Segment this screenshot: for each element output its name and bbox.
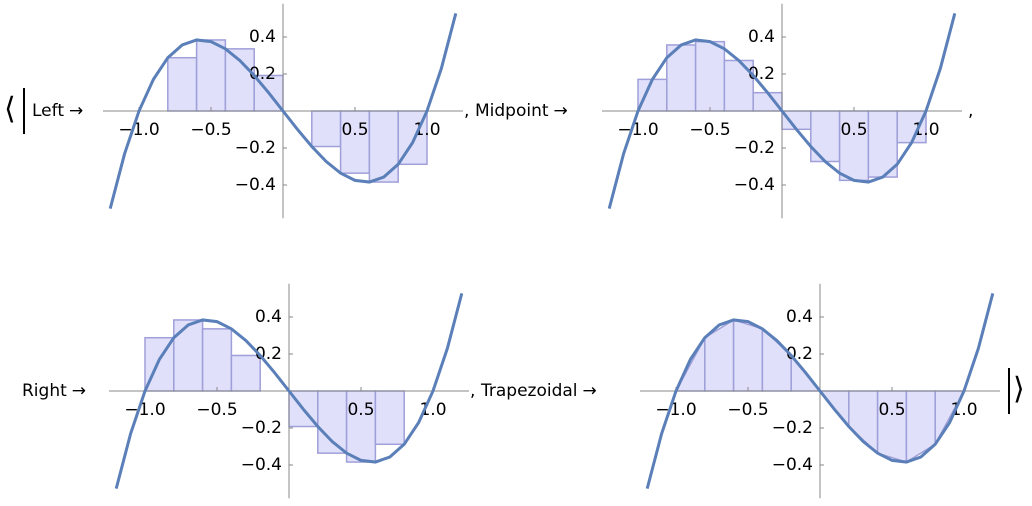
key-label: Right <box>22 381 67 401</box>
trapezoid <box>905 390 936 464</box>
x-tick-label: −1.0 <box>124 400 165 420</box>
x-tick-label: −1.0 <box>617 120 658 140</box>
arrow: → <box>69 101 83 121</box>
y-tick-label: −0.4 <box>241 455 282 475</box>
bar <box>694 40 726 112</box>
bar <box>810 110 841 163</box>
key-label: Midpoint <box>475 101 549 121</box>
bar <box>339 110 371 174</box>
y-tick-label: −0.2 <box>734 138 775 158</box>
y-tick-label: 0.4 <box>786 307 813 327</box>
open-bracket: ⟨ <box>4 92 16 127</box>
trapezoid <box>704 318 735 392</box>
arrow: → <box>583 381 597 401</box>
function-curve <box>114 292 464 490</box>
x-tick-label: −1.0 <box>118 120 159 140</box>
key-label: Left <box>32 101 64 121</box>
bar <box>195 39 227 112</box>
y-tick-label: −0.4 <box>772 455 813 475</box>
x-tick-label: −0.5 <box>689 120 730 140</box>
x-tick-label: −0.5 <box>727 400 768 420</box>
comma: , <box>464 101 469 121</box>
x-tick-label: −1.0 <box>655 400 696 420</box>
bar <box>230 354 261 392</box>
bar <box>345 390 377 463</box>
trapezoid <box>732 318 764 392</box>
key-label: Trapezoidal <box>480 381 578 401</box>
x-tick-label: 0.5 <box>347 400 374 420</box>
trapezoid <box>848 390 879 455</box>
comma: , <box>968 101 973 121</box>
comma: , <box>470 381 475 401</box>
arrow: → <box>554 101 568 121</box>
bar <box>201 328 233 392</box>
bar <box>637 78 668 112</box>
bar <box>368 110 399 183</box>
x-tick-label: 0.5 <box>341 120 368 140</box>
x-tick-label: −0.5 <box>190 120 231 140</box>
y-tick-label: 0.4 <box>249 27 276 47</box>
bar <box>173 319 204 392</box>
x-tick-label: 0.5 <box>840 120 867 140</box>
function-curve <box>108 12 458 210</box>
y-tick-label: −0.4 <box>235 175 276 195</box>
y-tick-label: −0.2 <box>235 138 276 158</box>
bar <box>781 110 812 131</box>
close-bracket: ⟩ <box>1013 372 1025 407</box>
y-tick-label: 0.4 <box>748 27 775 47</box>
bar <box>311 110 342 148</box>
bar <box>896 110 927 144</box>
arrow: → <box>72 381 86 401</box>
bar <box>374 390 405 446</box>
y-tick-label: −0.4 <box>734 175 775 195</box>
bar <box>317 390 348 454</box>
y-tick-label: −0.2 <box>241 418 282 438</box>
x-tick-label: 0.5 <box>878 400 905 420</box>
y-tick-label: 0.4 <box>255 307 282 327</box>
bar <box>752 91 783 112</box>
function-curve <box>607 12 957 210</box>
y-tick-label: −0.2 <box>772 418 813 438</box>
function-curve <box>645 292 995 490</box>
x-tick-label: −0.5 <box>196 400 237 420</box>
bar <box>167 56 198 112</box>
